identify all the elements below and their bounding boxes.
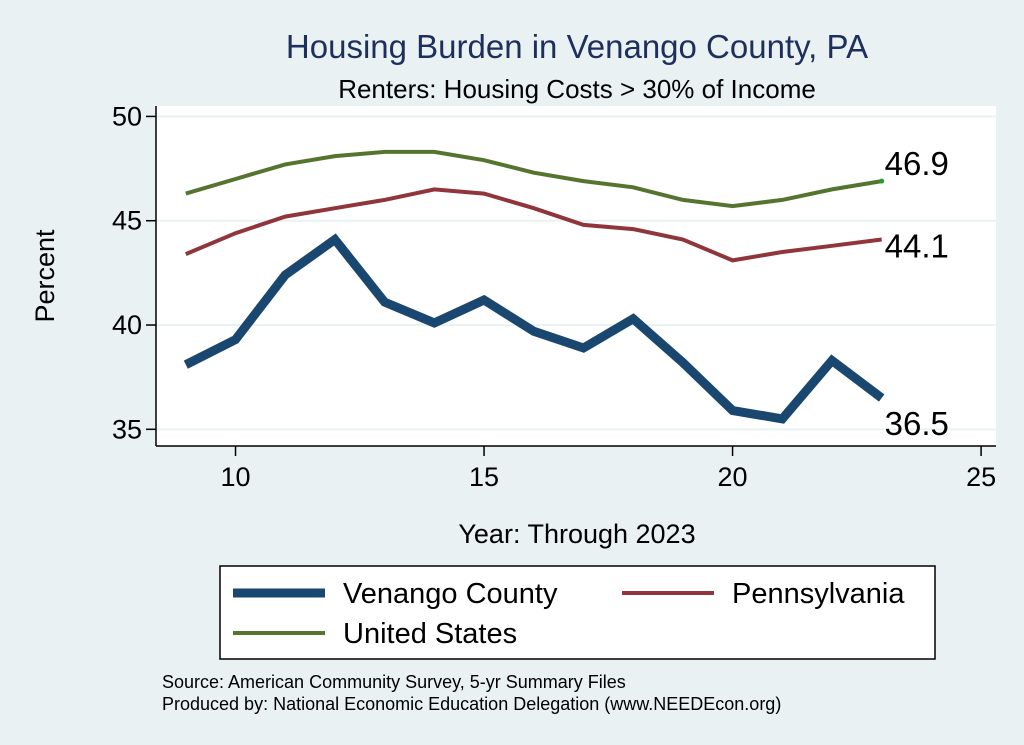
y-tick-label: 35	[112, 414, 142, 444]
legend-label-pennsylvania: Pennsylvania	[732, 578, 905, 610]
end-label-venango-county: 36.5	[885, 405, 949, 442]
legend-box	[219, 565, 936, 660]
end-label-united-states: 46.9	[885, 145, 949, 182]
series-lines	[183, 149, 885, 424]
endpoint-marker	[879, 178, 885, 184]
x-tick-label: 20	[718, 462, 748, 492]
legend-label-venango-county: Venango County	[343, 578, 558, 610]
produced-by-note: Produced by: National Economic Education…	[162, 694, 781, 714]
x-axis-label: Year: Through 2023	[458, 519, 695, 549]
y-tick-label: 40	[112, 310, 142, 340]
x-tick-label: 15	[469, 462, 499, 492]
legend: Venango County Pennsylvania United States	[233, 578, 905, 650]
x-tick-label: 25	[966, 462, 996, 492]
series-line-pennsylvania	[185, 187, 882, 263]
series-line-united-states	[185, 149, 883, 209]
axes: 35 40 45 50 10 15 20 25	[112, 101, 996, 492]
y-axis-label: Percent	[30, 229, 60, 323]
y-tick-label: 45	[112, 206, 142, 236]
x-tick-label: 10	[221, 462, 251, 492]
legend-label-united-states: United States	[343, 618, 517, 650]
chart-title: Housing Burden in Venango County, PA	[286, 28, 868, 65]
y-tick-label: 50	[112, 101, 142, 131]
end-labels: 46.9 44.1 36.5	[885, 145, 949, 442]
chart-subtitle: Renters: Housing Costs > 30% of Income	[338, 74, 816, 104]
series-line-venango-county	[183, 233, 885, 424]
source-note: Source: American Community Survey, 5-yr …	[162, 672, 626, 692]
end-label-pennsylvania: 44.1	[885, 227, 949, 264]
